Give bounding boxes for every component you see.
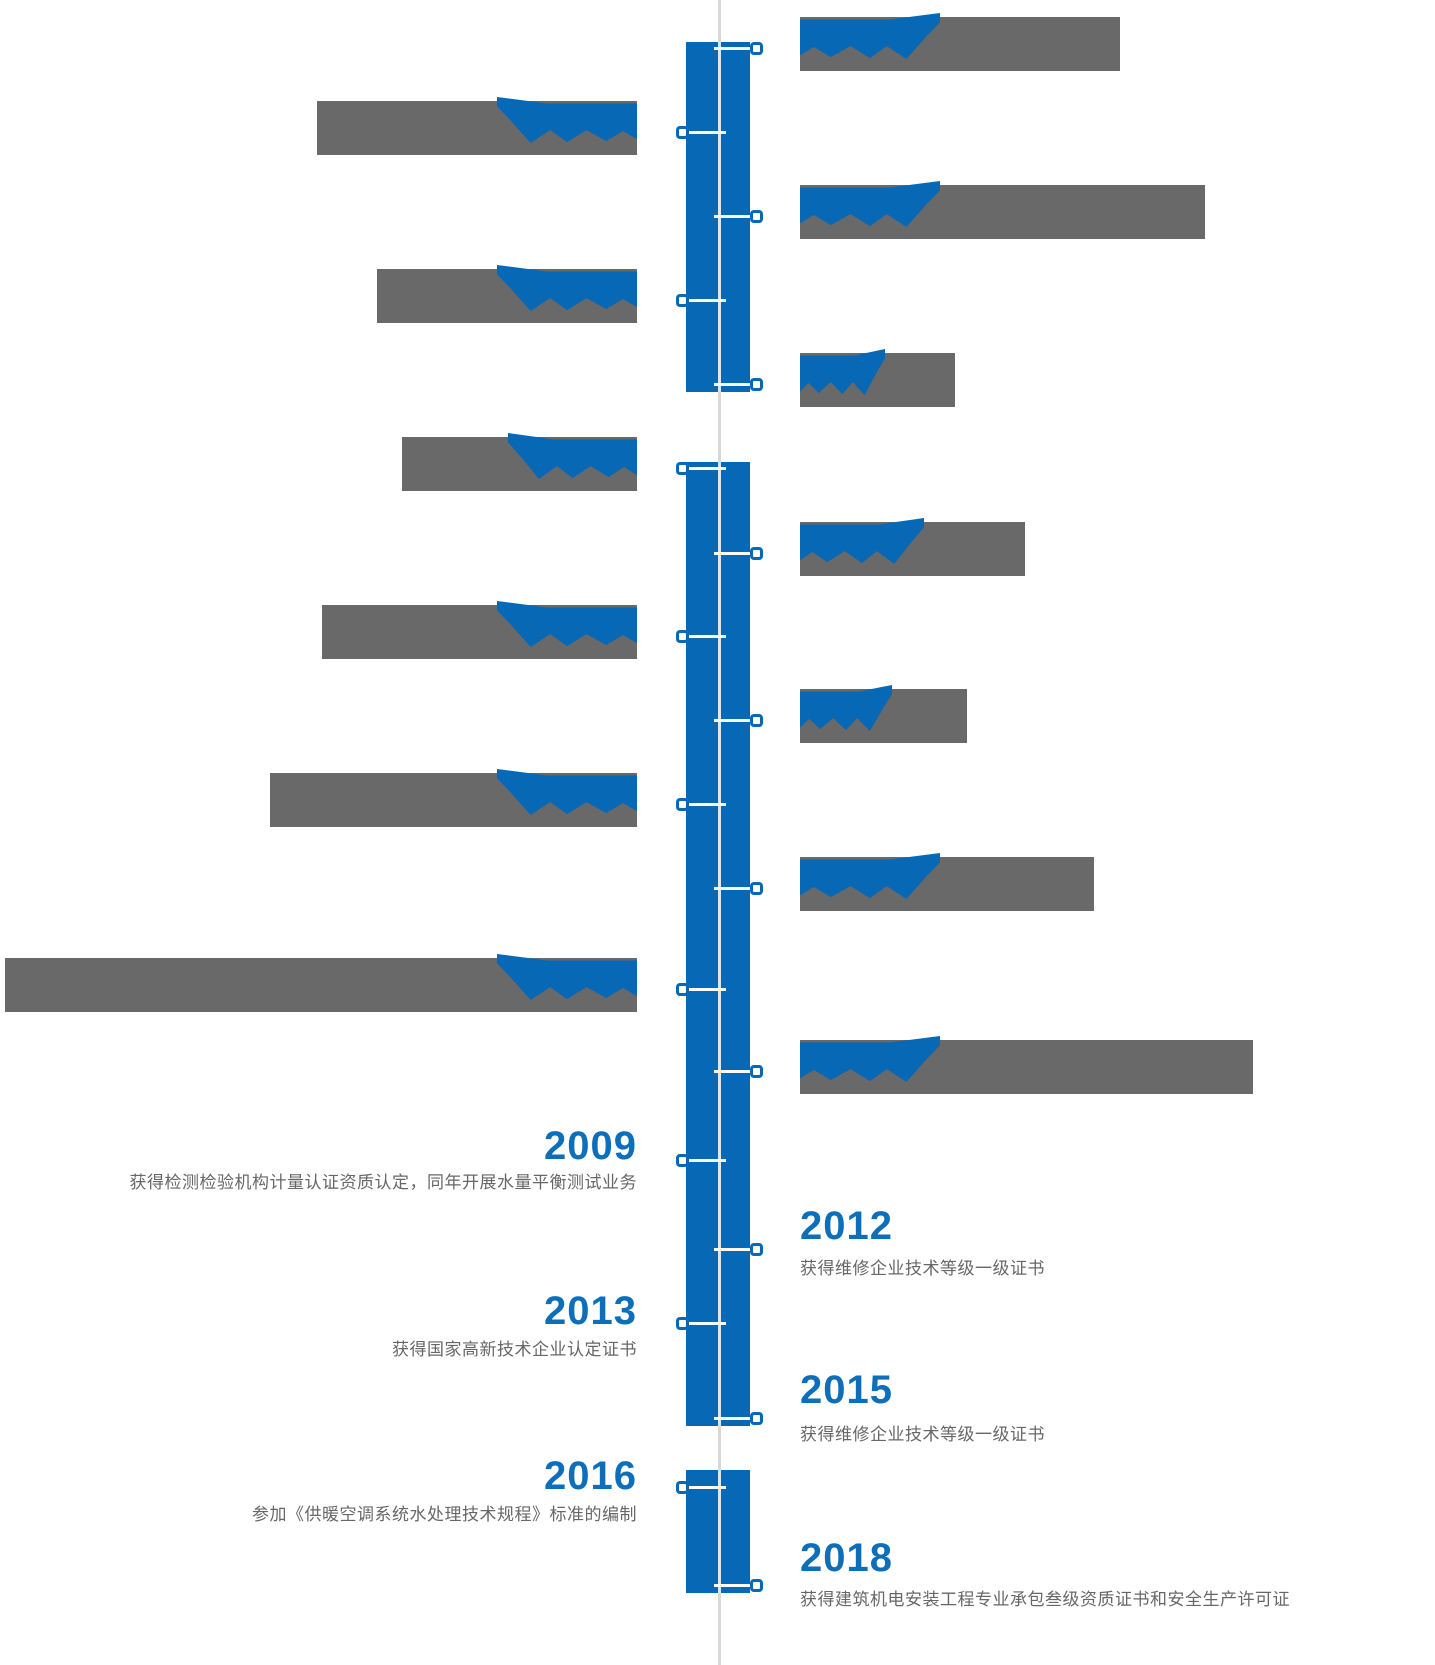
timeline-node-tick — [714, 552, 751, 555]
timeline-node-tick — [714, 887, 751, 890]
timeline-node-tick — [714, 47, 751, 50]
milestone-description: 获得国家高新技术企业认定证书 — [392, 1340, 637, 1360]
milestone-year: 2018 — [800, 1536, 893, 1580]
timeline-node-tick — [689, 988, 726, 991]
timeline-node-tick — [714, 719, 751, 722]
timeline-node-tick — [689, 803, 726, 806]
timeline-node-marker — [750, 42, 763, 55]
timeline-node-marker — [750, 882, 763, 895]
timeline-node-marker — [750, 547, 763, 560]
timeline-node-tick — [689, 1322, 726, 1325]
timeline-node-marker — [750, 1243, 763, 1256]
milestone-year: 2016 — [544, 1454, 637, 1498]
timeline-node-tick — [689, 635, 726, 638]
timeline-node-tick — [714, 1248, 751, 1251]
timeline-node-tick — [714, 1417, 751, 1420]
timeline-node-tick — [714, 1584, 751, 1587]
timeline-node-marker — [750, 378, 763, 391]
timeline-node-marker — [750, 1065, 763, 1078]
milestone-year: 2012 — [800, 1204, 893, 1248]
milestone-year: 2009 — [544, 1124, 637, 1168]
timeline-bar-centerline — [718, 462, 721, 1426]
milestone-description: 获得维修企业技术等级一级证书 — [800, 1425, 1045, 1445]
timeline-node-tick — [714, 1070, 751, 1073]
timeline-node-tick — [689, 1486, 726, 1489]
milestone-description: 获得维修企业技术等级一级证书 — [800, 1259, 1045, 1279]
milestone-description: 获得检测检验机构计量认证资质认定，同年开展水量平衡测试业务 — [129, 1173, 637, 1193]
timeline-node-tick — [689, 299, 726, 302]
milestone-year: 2015 — [800, 1368, 893, 1412]
milestone-description: 获得建筑机电安装工程专业承包叁级资质证书和安全生产许可证 — [800, 1590, 1290, 1610]
timeline-node-tick — [714, 383, 751, 386]
milestone-year: 2013 — [544, 1289, 637, 1333]
timeline-node-tick — [689, 131, 726, 134]
timeline-node-marker — [750, 1412, 763, 1425]
timeline-node-marker — [750, 210, 763, 223]
timeline-bar-centerline — [718, 1470, 721, 1593]
timeline-node-tick — [689, 1159, 726, 1162]
timeline-node-marker — [750, 714, 763, 727]
timeline-node-tick — [714, 215, 751, 218]
timeline-node-tick — [689, 467, 726, 470]
milestone-description: 参加《供暖空调系统水处理技术规程》标准的编制 — [252, 1505, 637, 1525]
timeline-node-marker — [750, 1579, 763, 1592]
